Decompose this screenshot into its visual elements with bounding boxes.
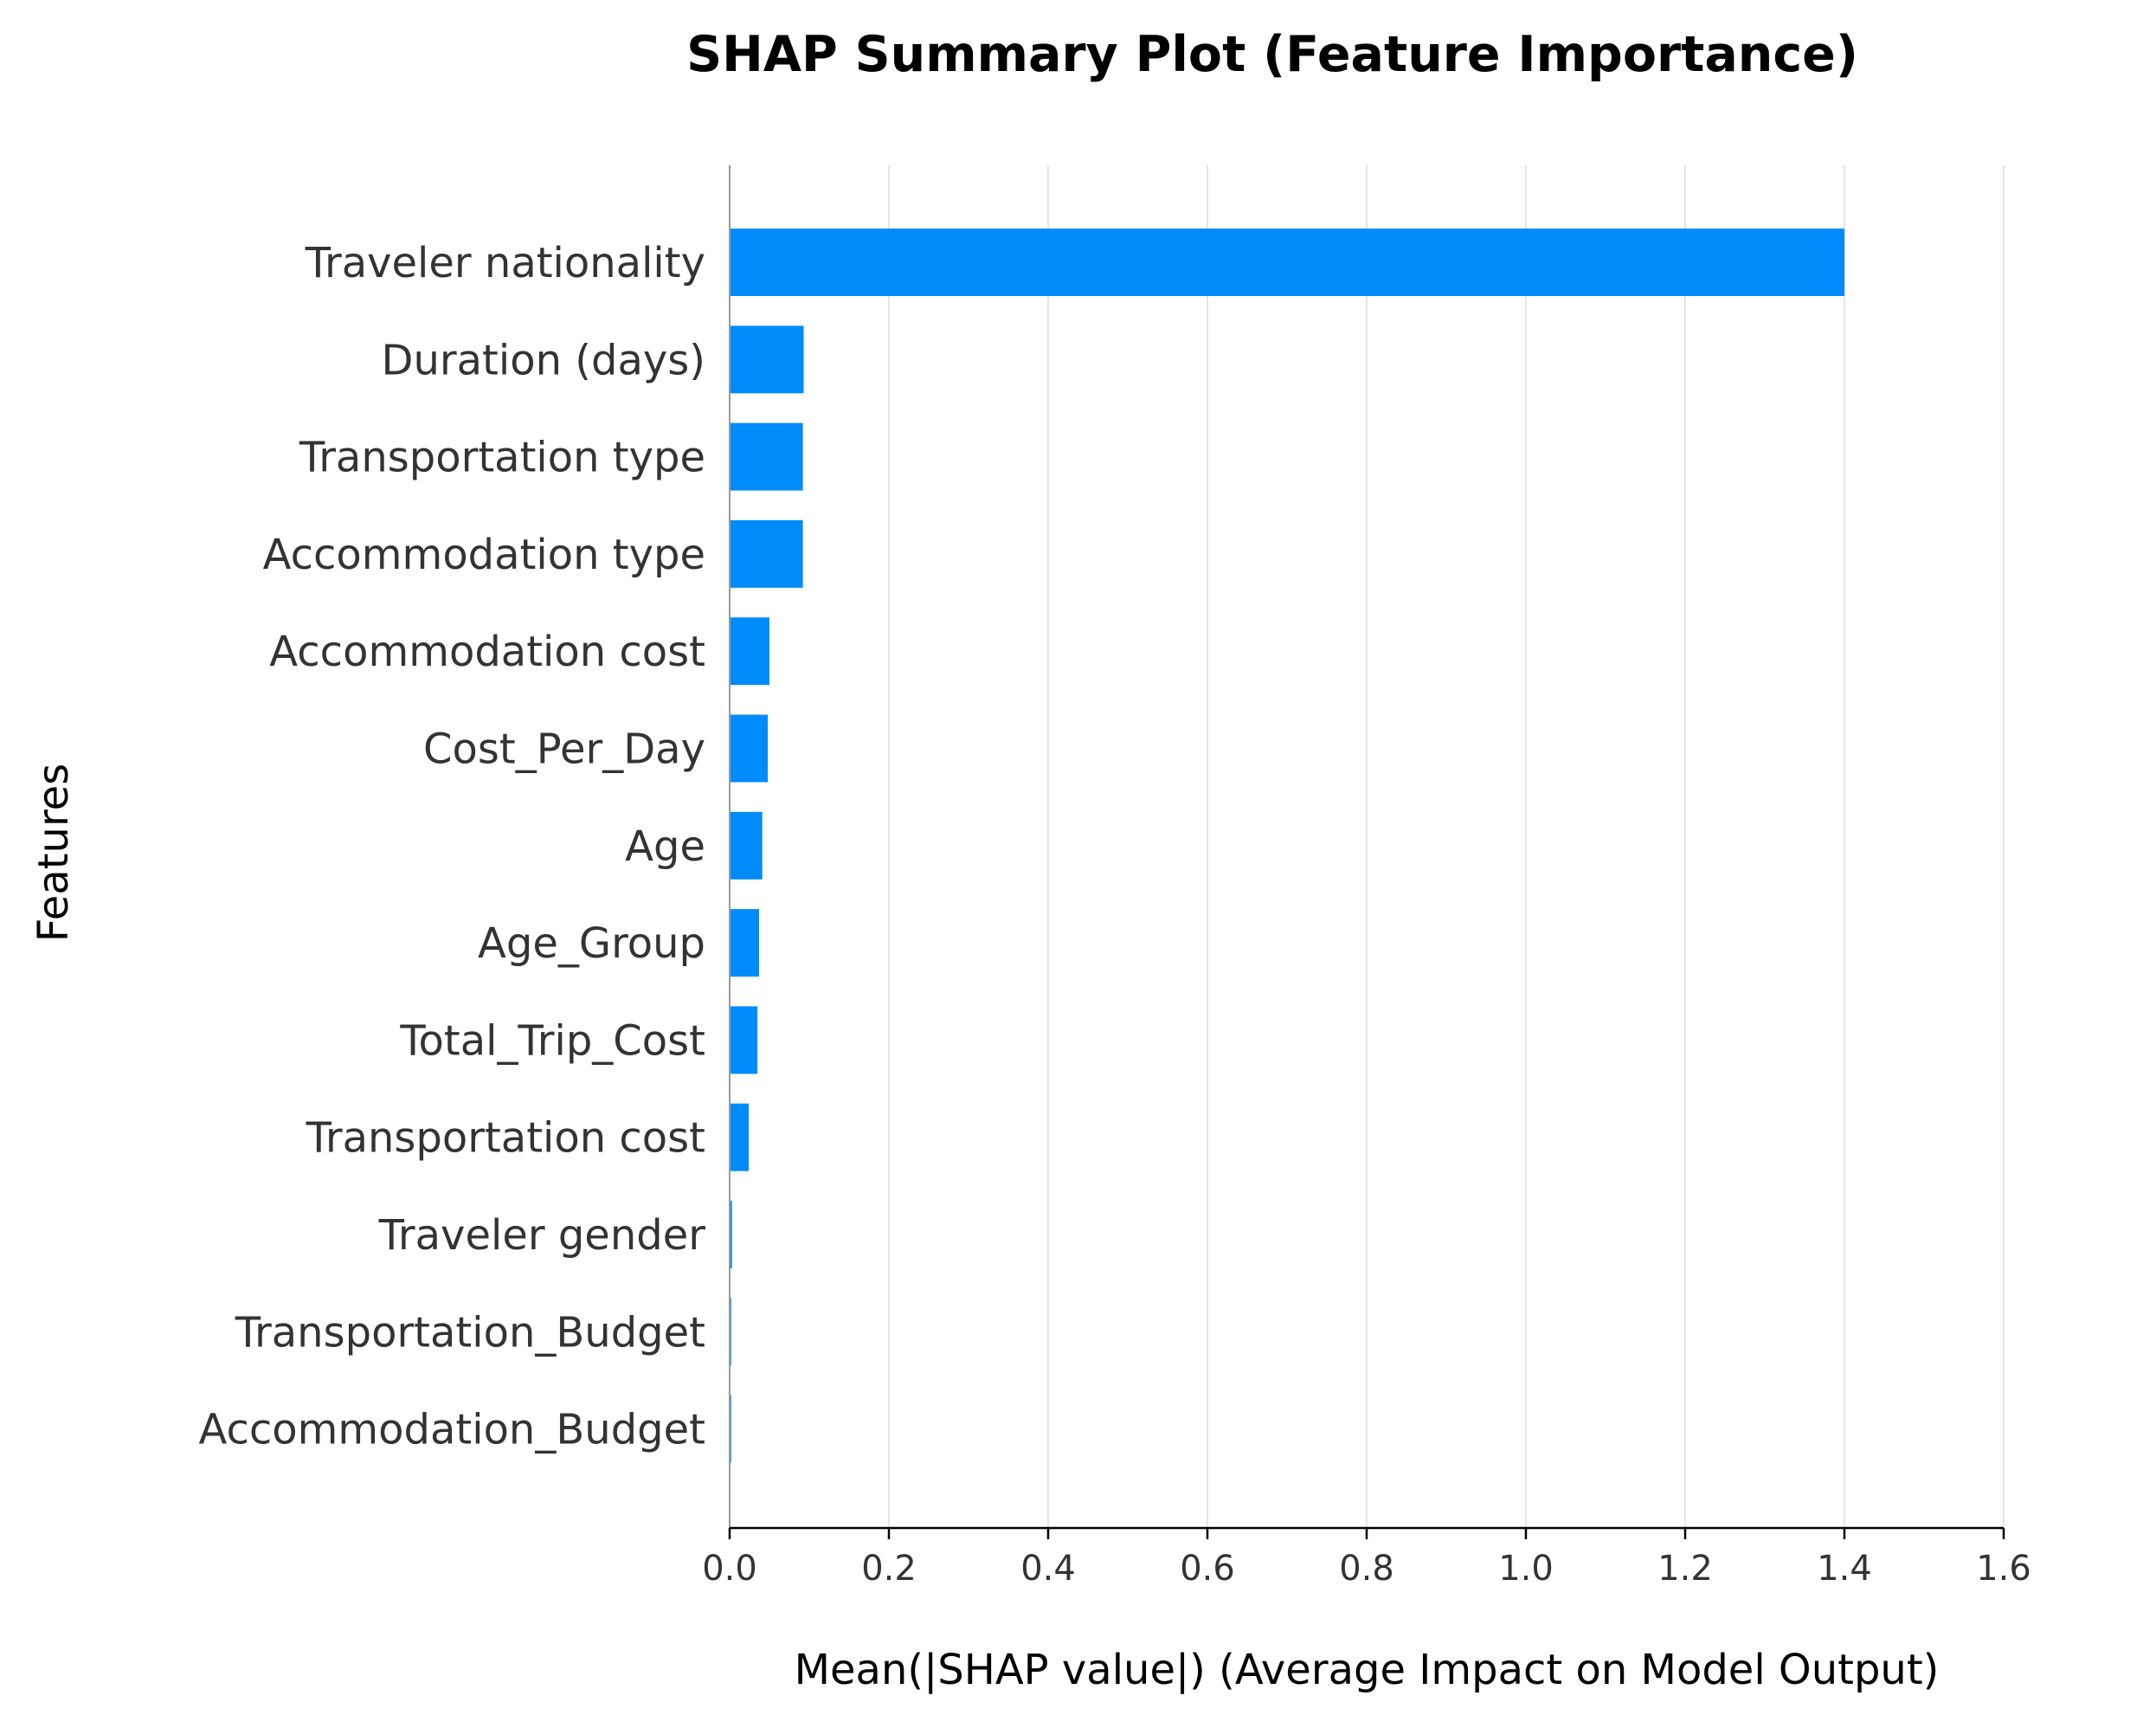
x-tick-label: 0.6	[1180, 1549, 1235, 1589]
category-label: Age_Group	[478, 919, 705, 968]
bar	[730, 1006, 758, 1074]
x-axis-label: Mean(|SHAP value|) (Average Impact on Mo…	[795, 1646, 1940, 1694]
bar	[730, 1103, 750, 1171]
x-tick-label: 1.4	[1817, 1549, 1872, 1589]
bar	[730, 422, 803, 491]
category-label: Accommodation cost	[269, 628, 705, 676]
category-label: Transportation_Budget	[235, 1308, 705, 1357]
chart-title: SHAP Summary Plot (Feature Importance)	[686, 26, 1858, 83]
category-label: Traveler nationality	[305, 239, 705, 287]
category-label: Accommodation type	[263, 531, 705, 579]
x-tick-label: 1.2	[1657, 1549, 1713, 1589]
bar	[730, 229, 1844, 296]
bar	[730, 519, 803, 588]
x-tick-label: 0.0	[702, 1549, 757, 1589]
category-labels: Traveler nationality Duration (days) Trans…	[199, 239, 706, 1454]
bar	[730, 714, 769, 783]
x-tick-label: 1.0	[1498, 1549, 1554, 1589]
x-tick-label: 0.4	[1020, 1549, 1076, 1589]
y-axis-label: Features	[29, 764, 78, 942]
bar	[730, 1201, 732, 1268]
bars	[730, 229, 1844, 1463]
category-label: Transportation cost	[306, 1114, 705, 1163]
x-tick-label: 0.2	[861, 1549, 917, 1589]
category-label: Traveler gender	[378, 1211, 706, 1260]
category-label: Transportation type	[299, 434, 705, 482]
category-label: Duration (days)	[382, 336, 705, 384]
category-label: Age	[625, 822, 705, 871]
bar	[730, 617, 769, 686]
category-label: Accommodation_Budget	[199, 1406, 706, 1454]
bar	[730, 811, 763, 880]
bar	[730, 909, 760, 977]
x-tick-label: 1.6	[1976, 1549, 2031, 1589]
gridlines	[888, 165, 2005, 1528]
bar	[730, 326, 804, 394]
x-axis-ticks: 0.0 0.2 0.4 0.6 0.8 1.0 1.2 1.4 1.6	[702, 1528, 2031, 1589]
x-tick-label: 0.8	[1339, 1549, 1394, 1589]
category-label: Total_Trip_Cost	[399, 1016, 705, 1065]
category-label: Cost_Per_Day	[423, 725, 705, 774]
